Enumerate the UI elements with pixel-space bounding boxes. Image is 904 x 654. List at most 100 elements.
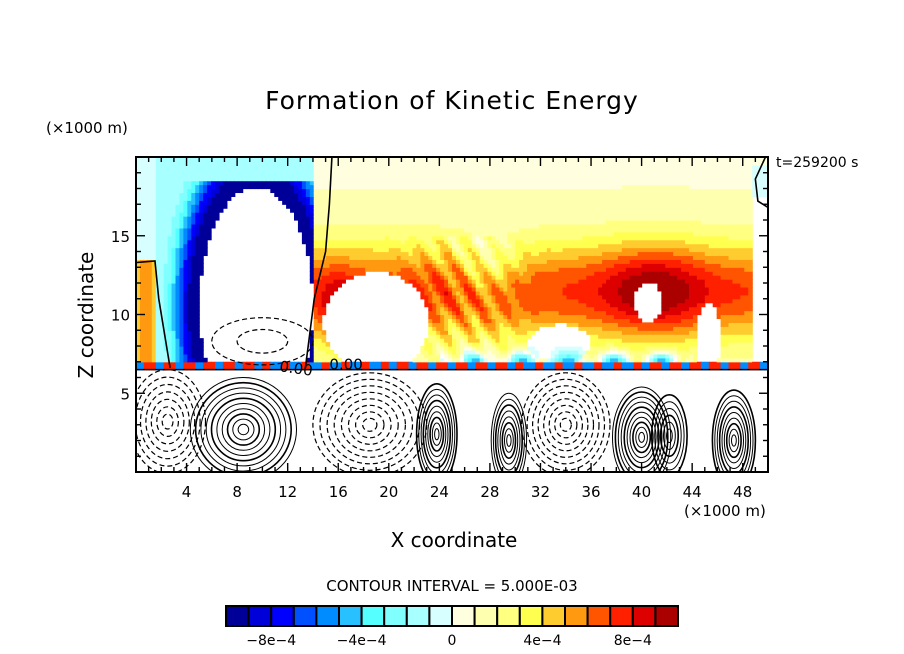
field-cell xyxy=(294,188,299,194)
field-cell xyxy=(195,338,200,343)
field-cell xyxy=(317,330,323,335)
field-cell xyxy=(337,361,342,367)
field-cell xyxy=(448,302,453,308)
field-cell xyxy=(503,239,508,245)
field-cell xyxy=(246,164,252,170)
field-cell xyxy=(534,361,540,367)
field-cell xyxy=(523,326,528,331)
field-cell xyxy=(294,365,299,371)
field-cell xyxy=(511,330,516,335)
field-cell xyxy=(136,200,141,205)
field-cell xyxy=(143,310,149,316)
field-cell xyxy=(452,286,457,292)
field-cell xyxy=(511,180,516,186)
field-cell xyxy=(369,255,374,260)
field-cell xyxy=(479,216,485,221)
field-cell xyxy=(369,172,374,178)
field-cell xyxy=(519,361,524,367)
field-cell xyxy=(444,302,449,308)
field-cell xyxy=(574,223,579,229)
field-cell xyxy=(444,247,449,253)
field-cell xyxy=(376,172,382,178)
field-cell xyxy=(416,180,421,186)
field-cell xyxy=(531,227,536,233)
field-cell xyxy=(459,160,465,166)
field-cell xyxy=(566,259,572,264)
field-cell xyxy=(167,200,173,205)
field-cell xyxy=(479,263,485,268)
field-cell xyxy=(558,247,564,253)
field-cell xyxy=(195,255,200,260)
field-cell xyxy=(452,263,457,268)
field-cell xyxy=(420,216,425,221)
field-cell xyxy=(143,361,149,367)
field-cell xyxy=(617,235,623,241)
field-cell xyxy=(282,172,287,178)
field-cell xyxy=(195,302,200,308)
field-cell xyxy=(183,334,188,339)
field-cell xyxy=(598,306,603,312)
field-cell xyxy=(483,243,489,249)
field-cell xyxy=(309,267,315,272)
field-cell xyxy=(195,346,200,351)
field-cell xyxy=(325,286,331,292)
field-cell xyxy=(602,267,607,272)
field-cell xyxy=(610,212,615,217)
field-cell xyxy=(199,227,204,233)
field-cell xyxy=(420,259,425,264)
field-cell xyxy=(412,263,418,268)
field-cell xyxy=(171,192,177,197)
field-cell xyxy=(297,212,303,217)
field-cell xyxy=(191,239,196,245)
field-cell xyxy=(491,160,497,166)
field-cell xyxy=(369,263,374,268)
field-cell xyxy=(546,271,552,276)
field-cell xyxy=(613,188,619,194)
field-cell xyxy=(606,338,611,343)
field-cell xyxy=(471,353,477,359)
field-cell xyxy=(546,227,552,233)
field-cell xyxy=(139,302,145,308)
field-cell xyxy=(610,330,615,335)
field-cell xyxy=(483,361,489,367)
field-cell xyxy=(534,353,540,359)
field-cell xyxy=(511,271,516,276)
field-cell xyxy=(163,334,169,339)
field-cell xyxy=(602,365,607,371)
field-cell xyxy=(345,263,350,268)
field-cell xyxy=(455,188,461,194)
field-cell xyxy=(412,212,418,217)
field-cell xyxy=(238,172,244,178)
field-cell xyxy=(610,263,615,268)
field-cell xyxy=(408,243,414,249)
field-cell xyxy=(554,231,560,237)
field-cell xyxy=(136,365,141,371)
field-cell xyxy=(136,275,141,280)
field-cell xyxy=(432,255,437,260)
field-cell xyxy=(147,239,153,245)
field-cell xyxy=(598,180,603,186)
field-cell xyxy=(313,188,319,194)
field-cell xyxy=(542,176,548,182)
field-cell xyxy=(357,157,362,162)
field-cell xyxy=(408,255,414,260)
field-cell xyxy=(432,188,437,194)
field-cell xyxy=(448,318,453,323)
field-cell xyxy=(317,231,323,237)
field-cell xyxy=(499,176,504,182)
field-cell xyxy=(459,298,465,304)
field-cell xyxy=(471,208,477,213)
field-cell xyxy=(459,342,465,347)
field-cell xyxy=(286,180,291,186)
field-cell xyxy=(179,235,184,241)
field-cell xyxy=(471,275,477,280)
field-cell xyxy=(159,188,165,194)
field-cell xyxy=(511,208,516,213)
field-cell xyxy=(519,157,524,162)
field-cell xyxy=(384,188,390,194)
field-cell xyxy=(203,208,208,213)
field-cell xyxy=(538,318,544,323)
field-cell xyxy=(542,157,548,162)
field-cell xyxy=(452,330,457,335)
field-cell xyxy=(191,200,196,205)
